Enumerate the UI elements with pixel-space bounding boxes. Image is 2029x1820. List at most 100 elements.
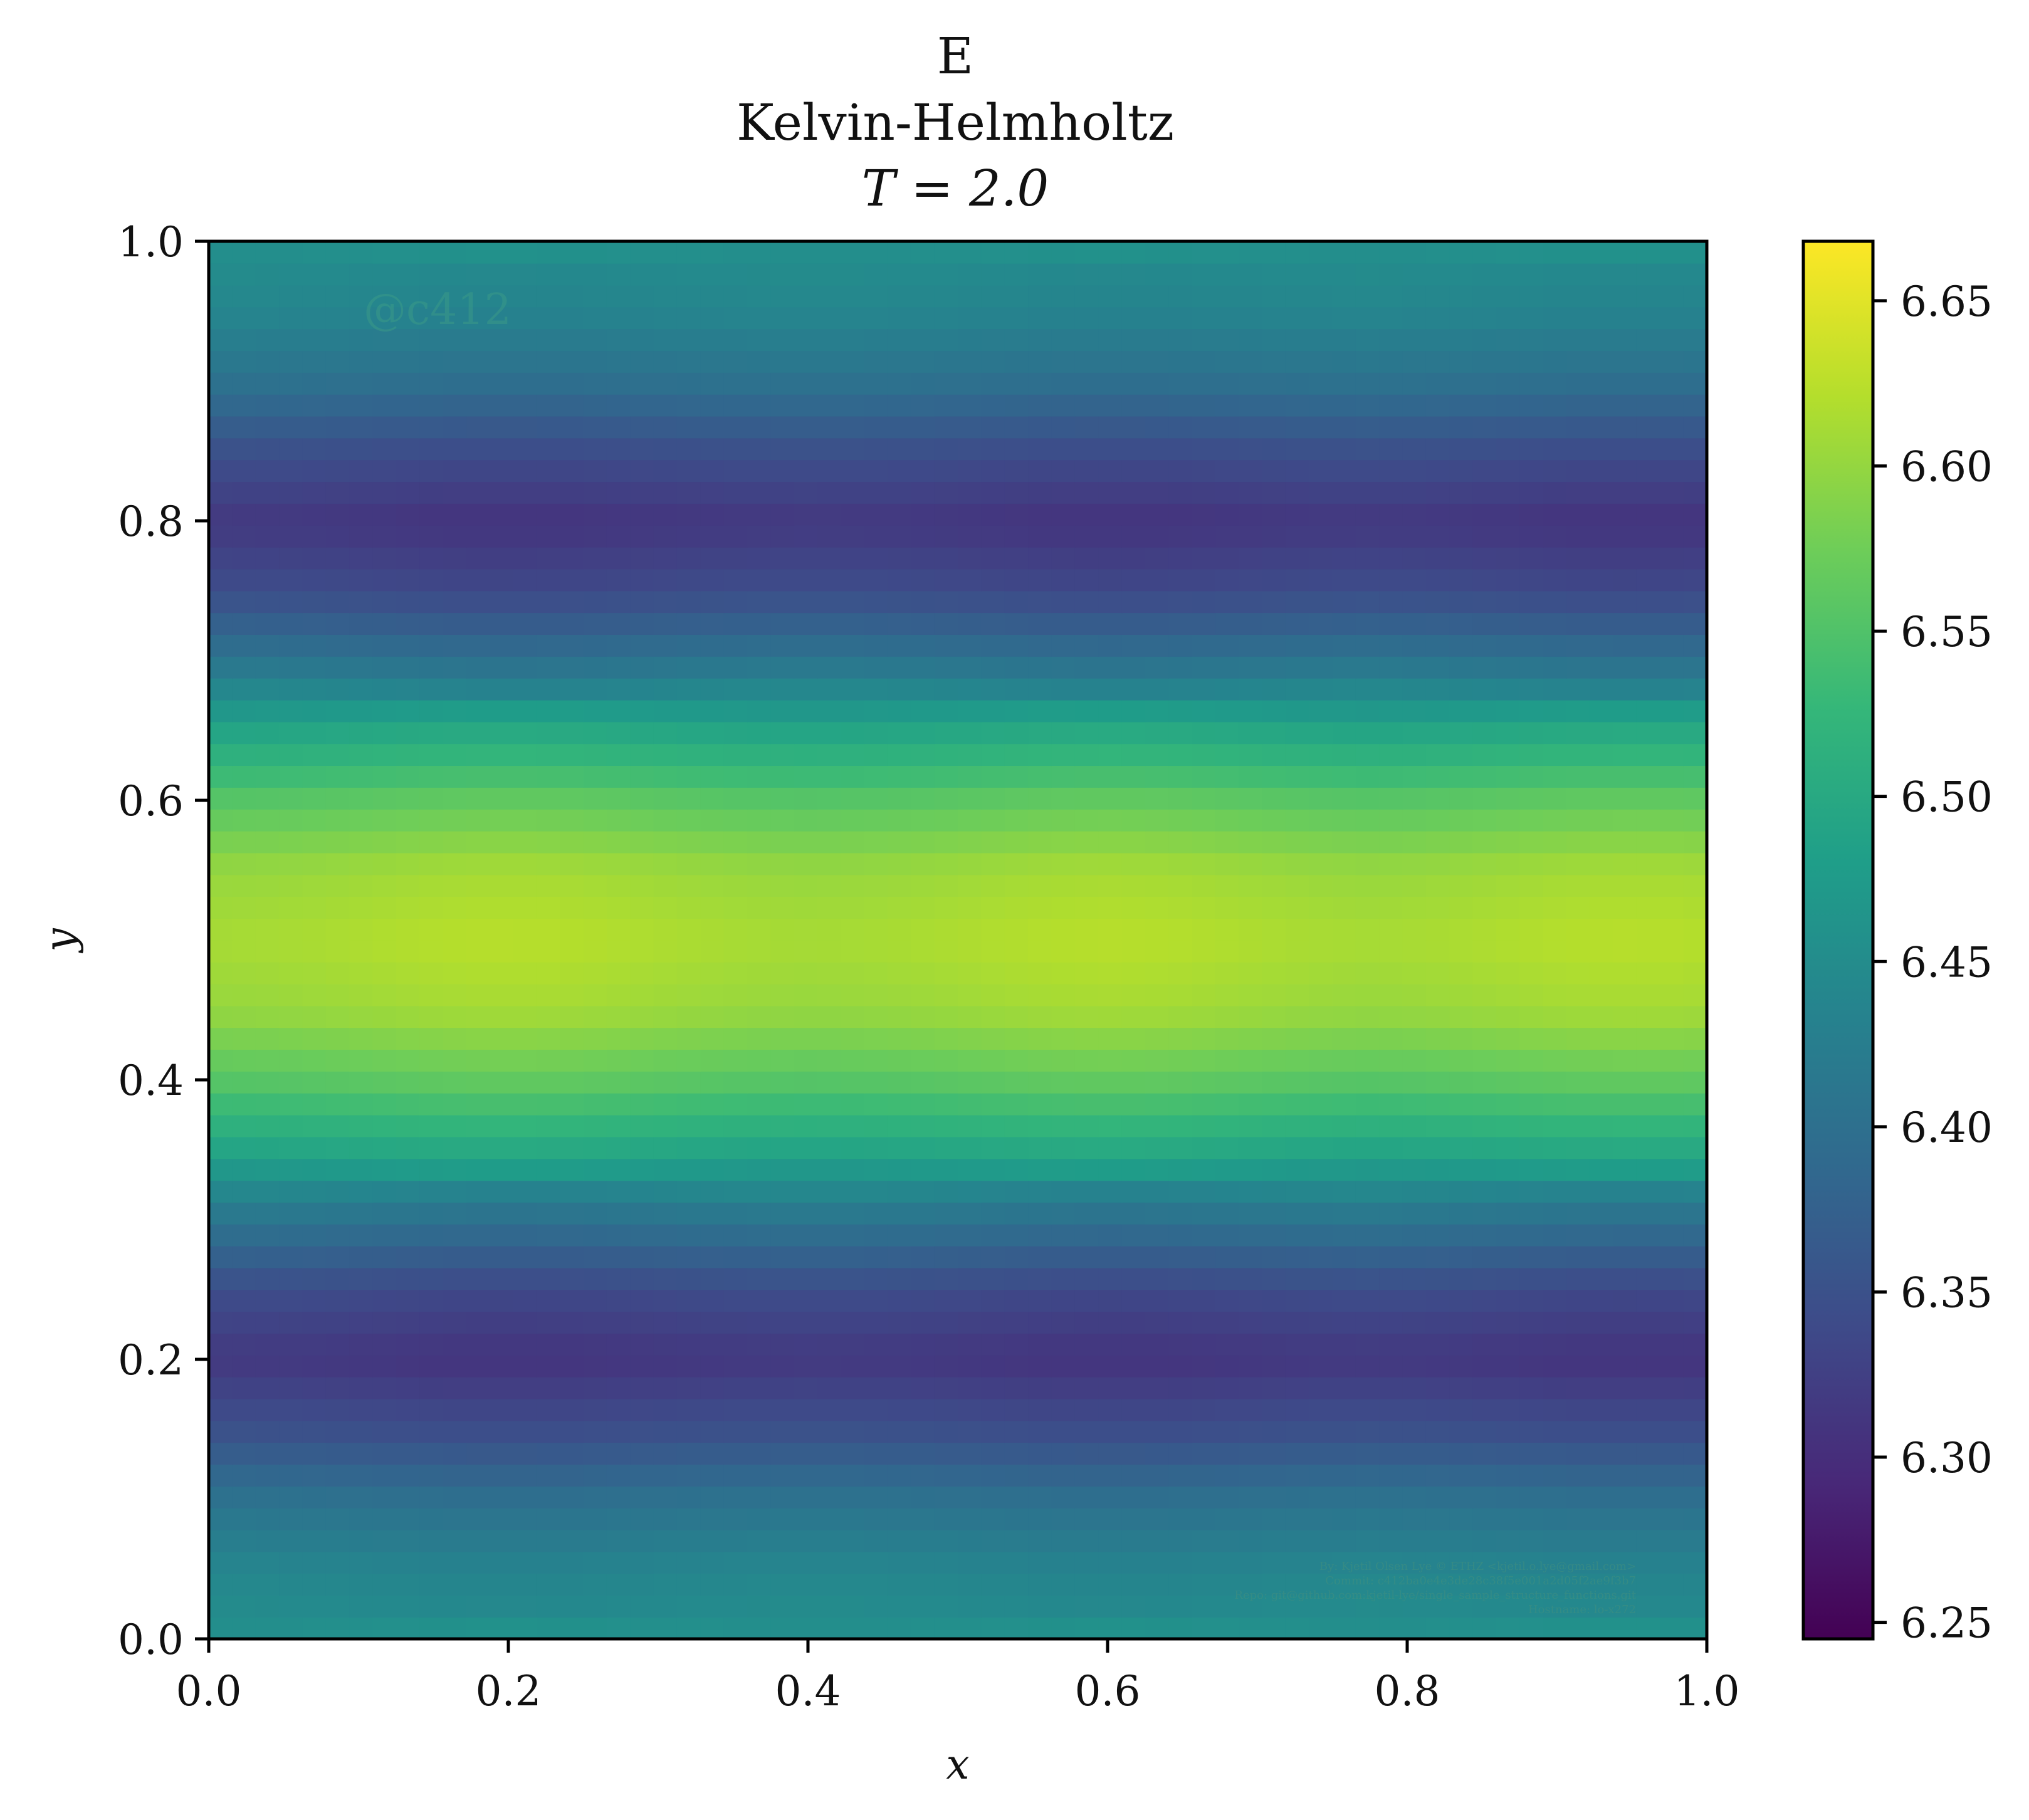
heatmap-cell [958,1245,982,1268]
heatmap-cell [958,1398,982,1421]
heatmap-cell [1566,1355,1591,1378]
heatmap-cell [372,328,397,352]
heatmap-cell [887,1529,912,1552]
heatmap-cell [1590,1442,1614,1465]
heatmap-cell [1355,1486,1380,1509]
heatmap-cell [1332,1595,1356,1618]
heatmap-cell [1239,1311,1263,1334]
heatmap-cell [1590,721,1614,745]
heatmap-cell [1074,372,1099,395]
heatmap-cell [1051,525,1076,548]
heatmap-cell [419,547,444,570]
heatmap-cell [209,1376,233,1399]
heatmap-cell [747,1071,772,1094]
heatmap-cell [1496,1420,1521,1443]
heatmap-cell [1472,1486,1497,1509]
heatmap-cell [1590,918,1614,941]
heatmap-cell [1613,1180,1637,1203]
heatmap-cell [934,1551,958,1574]
heatmap-cell [841,481,865,504]
heatmap-cell [513,547,537,570]
heatmap-cell [841,787,865,810]
heatmap-cell [1683,568,1707,592]
heatmap-cell [1028,1529,1052,1552]
heatmap-cell [583,721,607,745]
heatmap-cell [372,241,397,264]
heatmap-cell [443,1158,467,1181]
heatmap-cell [1028,1551,1052,1574]
heatmap-cell [1309,1442,1333,1465]
colorbar-tick-label: 6.35 [1901,1268,1993,1317]
heatmap-cell [490,1398,514,1421]
heatmap-cell [560,525,584,548]
heatmap-cell [443,1223,467,1247]
heatmap-cell [1192,1464,1216,1487]
heatmap-cell [1145,612,1169,635]
heatmap-cell [232,1442,256,1465]
heatmap-cell [1355,830,1380,854]
heatmap-cell [606,1333,631,1356]
heatmap-cell [1472,416,1497,439]
heatmap-cell [1121,961,1146,985]
heatmap-cell [583,285,607,308]
heatmap-cell [1543,1529,1567,1552]
colorbar-tick-label: 6.50 [1901,773,1993,822]
heatmap-cell [490,721,514,745]
heatmap-cell [1098,394,1123,417]
heatmap-cell [700,1376,725,1399]
heatmap-cell [255,656,280,679]
heatmap-cell [1496,459,1521,483]
heatmap-cell [1332,1464,1356,1487]
heatmap-cell [1590,765,1614,788]
heatmap-cell [1613,1376,1637,1399]
heatmap-cell [1449,394,1474,417]
heatmap-cell [209,699,233,723]
heatmap-cell [325,481,350,504]
heatmap-cell [747,459,772,483]
heatmap-cell [513,416,537,439]
heatmap-cell [325,721,350,745]
heatmap-cell [630,765,654,788]
heatmap-cell [583,328,607,352]
heatmap-cell [1379,1267,1403,1290]
heatmap-cell [1285,1355,1309,1378]
heatmap-cell [1239,743,1263,766]
heatmap-cell [1074,525,1099,548]
x-tick-label: 1.0 [1674,1667,1740,1715]
heatmap-cell [1309,1005,1333,1028]
heatmap-cell [560,852,584,876]
heatmap-cell [1332,1267,1356,1290]
heatmap-cell [325,394,350,417]
heatmap-cell [1285,918,1309,941]
heatmap-cell [1683,394,1707,417]
heatmap-cell [232,1267,256,1290]
heatmap-cell [279,1573,303,1596]
heatmap-cell [864,1420,888,1443]
heatmap-cell [723,1114,748,1138]
heatmap-cell [1425,1245,1450,1268]
heatmap-cell [1192,830,1216,854]
heatmap-cell [676,677,701,701]
heatmap-cell [1309,372,1333,395]
heatmap-cell [209,1136,233,1159]
heatmap-cell [1496,1464,1521,1487]
heatmap-cell [1449,787,1474,810]
heatmap-cell [279,1180,303,1203]
heatmap-cell [1449,874,1474,897]
heatmap-cell [817,1092,842,1116]
heatmap-cell [372,1573,397,1596]
heatmap-cell [1192,1333,1216,1356]
heatmap-cell [841,1049,865,1072]
heatmap-cell [372,1464,397,1487]
heatmap-cell [232,940,256,963]
heatmap-cell [1636,394,1661,417]
heatmap-cell [560,503,584,526]
heatmap-cell [372,1289,397,1312]
heatmap-cell [817,1507,842,1530]
heatmap-cell [700,1223,725,1247]
heatmap-cell [396,677,420,701]
heatmap-cell [372,350,397,373]
heatmap-cell [1402,1223,1427,1247]
heatmap-cell [1309,874,1333,897]
heatmap-cell [1168,437,1193,461]
